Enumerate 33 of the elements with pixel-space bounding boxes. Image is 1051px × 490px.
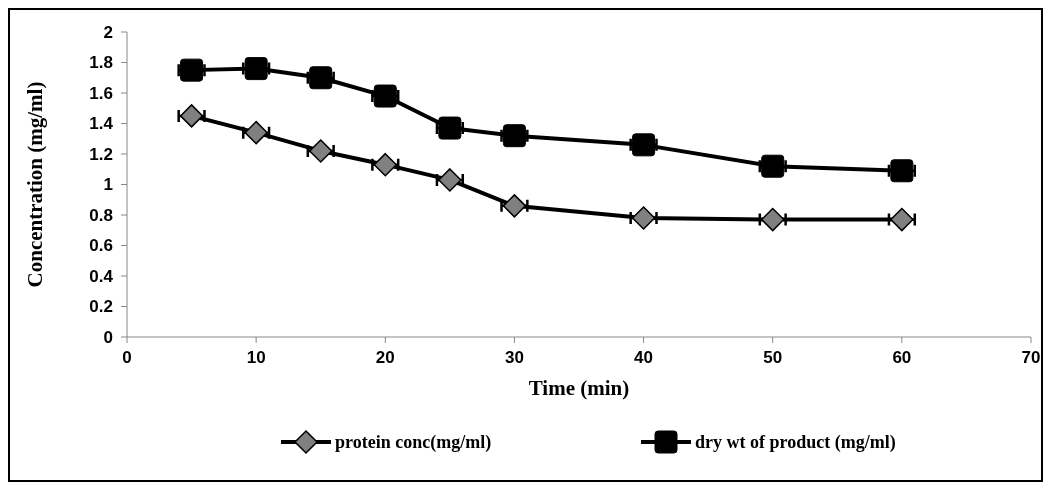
x-tick-label: 40 [634,348,654,367]
y-tick-label: 0.2 [89,297,113,317]
y-tick-label: 1.6 [89,83,113,103]
point [373,152,398,177]
y-tick-label: 1.4 [89,114,114,134]
y-tick-label: 2 [103,22,113,42]
x-tick-label: 30 [504,348,524,367]
point [244,120,268,145]
x-axis-title: Time (min) [528,376,630,400]
point [632,133,656,157]
y-axis-title: Concentration (mg/ml) [23,81,47,288]
y-tick-label: 0 [103,327,113,347]
point [760,207,785,232]
y-tick-label: 0.8 [89,205,113,225]
point [631,206,656,230]
x-tick-label: 0 [122,348,132,367]
x-tick-label: 10 [246,348,266,367]
legend-label: protein conc(mg/ml) [335,432,492,454]
y-tick-label: 0.4 [89,266,114,286]
y-tick-label: 1.2 [89,144,113,164]
x-tick-label: 70 [1021,348,1041,367]
y-tick-label: 1 [103,175,113,195]
point [890,159,914,183]
point [309,66,333,90]
point [502,124,526,148]
point [244,57,268,81]
x-tick-label: 50 [763,348,783,367]
x-tick-label: 20 [375,348,395,367]
point [890,207,914,232]
x-tick-label: 60 [892,348,912,367]
y-tick-label: 1.8 [89,53,113,73]
y-tick-label: 0.6 [89,236,113,256]
legend-label: dry wt of product (mg/ml) [695,432,896,454]
